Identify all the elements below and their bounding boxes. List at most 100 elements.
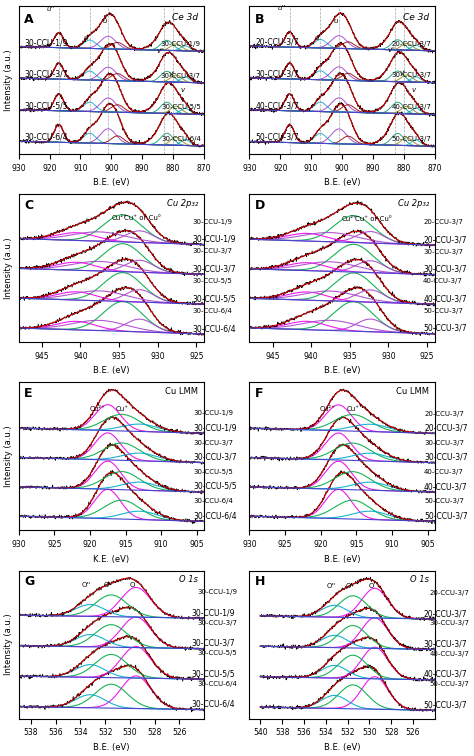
Text: Cu⁺: Cu⁺ (346, 407, 359, 413)
Text: 30-CCU-3/7: 30-CCU-3/7 (161, 73, 201, 79)
X-axis label: B.E. (eV): B.E. (eV) (324, 743, 360, 751)
Text: 20-CCU-3/7: 20-CCU-3/7 (424, 609, 467, 618)
Text: A: A (24, 14, 34, 26)
Text: Cu²⁺: Cu²⁺ (320, 407, 336, 413)
Text: O'': O'' (82, 581, 91, 587)
Text: 40-CCU-3/7: 40-CCU-3/7 (392, 104, 432, 110)
Text: Cu 2p₃₂: Cu 2p₃₂ (398, 199, 429, 208)
Text: Cu²⁺: Cu²⁺ (342, 215, 358, 222)
Text: 30-CCU-1/9: 30-CCU-1/9 (192, 218, 232, 225)
Text: 20-CCU-3/7: 20-CCU-3/7 (429, 590, 469, 596)
Text: 20-CCU-3/7: 20-CCU-3/7 (424, 423, 467, 432)
Text: 30-CCU-6/4: 30-CCU-6/4 (25, 132, 69, 141)
Text: u: u (334, 17, 338, 23)
Text: 30-CCU-6/4: 30-CCU-6/4 (193, 498, 233, 504)
Text: 30-CCU-5/5: 30-CCU-5/5 (161, 104, 201, 110)
Y-axis label: Intensity (a.u.): Intensity (a.u.) (4, 614, 13, 675)
Text: Cu⁺ or Cu⁰: Cu⁺ or Cu⁰ (124, 215, 161, 221)
Text: 40-CCU-3/7: 40-CCU-3/7 (423, 294, 467, 303)
Text: 20-CCU-3/7: 20-CCU-3/7 (255, 38, 299, 47)
Text: v'': v'' (388, 48, 395, 54)
Text: 30-CCU-3/7: 30-CCU-3/7 (424, 440, 464, 446)
Text: 30-CCU-1/9: 30-CCU-1/9 (193, 423, 237, 432)
Text: 20-CCU-3/7: 20-CCU-3/7 (423, 219, 463, 225)
Text: 30-CCU-1/9: 30-CCU-1/9 (192, 234, 236, 243)
Text: v: v (180, 88, 184, 93)
Text: v: v (411, 87, 415, 93)
Text: 30-CCU-6/4: 30-CCU-6/4 (198, 680, 237, 686)
Text: Cu LMM: Cu LMM (396, 387, 429, 396)
Text: v'': v'' (157, 48, 164, 54)
Text: 50-CCU-3/7: 50-CCU-3/7 (392, 136, 432, 142)
Text: 20-CCU-3/7: 20-CCU-3/7 (424, 411, 464, 417)
Text: 30-CCU-5/5: 30-CCU-5/5 (192, 294, 236, 303)
Text: Cu LMM: Cu LMM (165, 387, 199, 396)
Text: D: D (255, 199, 265, 212)
Text: 20-CCU-3/7: 20-CCU-3/7 (423, 235, 467, 244)
Text: H: H (255, 575, 265, 588)
X-axis label: K.E. (eV): K.E. (eV) (93, 555, 129, 564)
Text: 30-CCU-3/7: 30-CCU-3/7 (192, 249, 232, 254)
Text: u': u' (314, 35, 320, 41)
Text: 50-CCU-3/7: 50-CCU-3/7 (429, 681, 469, 687)
Text: 30-CCU-5/5: 30-CCU-5/5 (198, 650, 237, 656)
Text: 40-CCU-3/7: 40-CCU-3/7 (424, 469, 464, 476)
Text: 30-CCU-6/4: 30-CCU-6/4 (161, 136, 201, 141)
Text: 30-CCU-1/9: 30-CCU-1/9 (193, 411, 233, 417)
Text: 30-CCU-6/4: 30-CCU-6/4 (193, 511, 237, 520)
Text: Cu²⁺: Cu²⁺ (111, 215, 127, 221)
Text: 30-CCU-1/9: 30-CCU-1/9 (191, 608, 235, 617)
Text: 40-CCU-3/7: 40-CCU-3/7 (424, 482, 468, 491)
Text: u: u (103, 18, 108, 24)
Text: O 1s: O 1s (410, 575, 429, 584)
Text: O 1s: O 1s (180, 575, 199, 584)
Text: 30-CCU-5/5: 30-CCU-5/5 (193, 482, 237, 491)
Text: 30-CCU-3/7: 30-CCU-3/7 (198, 620, 238, 626)
Text: O: O (369, 583, 374, 589)
Text: 30-CCU-3/7: 30-CCU-3/7 (191, 639, 235, 648)
Text: O: O (130, 581, 135, 587)
X-axis label: B.E. (eV): B.E. (eV) (324, 178, 360, 187)
Y-axis label: Intensity (a.u.): Intensity (a.u.) (4, 426, 13, 487)
Text: 30-CCU-5/5: 30-CCU-5/5 (191, 669, 235, 678)
Text: 30-CCU-5/5: 30-CCU-5/5 (25, 101, 69, 110)
Text: 30-CCU-3/7: 30-CCU-3/7 (193, 453, 237, 462)
Text: Cu⁺: Cu⁺ (116, 406, 128, 412)
Text: B: B (255, 14, 264, 26)
Text: 40-CCU-3/7: 40-CCU-3/7 (429, 651, 469, 657)
Text: 50-CCU-3/7: 50-CCU-3/7 (424, 511, 468, 520)
Text: 30-CCU-3/7: 30-CCU-3/7 (423, 265, 467, 274)
Text: 30-CCU-3/7: 30-CCU-3/7 (423, 249, 463, 255)
Text: 30-CCU-3/7: 30-CCU-3/7 (424, 640, 467, 649)
Text: 50-CCU-3/7: 50-CCU-3/7 (424, 498, 464, 504)
Text: 30-CCU-5/5: 30-CCU-5/5 (192, 278, 232, 284)
Text: Ce 3d: Ce 3d (173, 14, 199, 23)
Text: 30-CCU-1/9: 30-CCU-1/9 (198, 589, 238, 595)
Text: 40-CCU-3/7: 40-CCU-3/7 (255, 101, 299, 110)
X-axis label: B.E. (eV): B.E. (eV) (93, 178, 129, 187)
Text: C: C (24, 199, 33, 212)
Text: 30-CCU-6/4: 30-CCU-6/4 (192, 324, 236, 333)
Text: v': v' (169, 70, 174, 76)
Text: 30-CCU-3/7: 30-CCU-3/7 (193, 440, 233, 446)
Y-axis label: Intensity (a.u.): Intensity (a.u.) (4, 49, 13, 110)
Text: u'': u'' (278, 5, 286, 11)
Text: u': u' (83, 35, 90, 41)
Text: 30-CCU-3/7: 30-CCU-3/7 (25, 70, 69, 79)
Text: v': v' (399, 70, 405, 76)
Text: F: F (255, 387, 264, 400)
X-axis label: B.E. (eV): B.E. (eV) (324, 367, 360, 376)
Text: 30-CCU-1/9: 30-CCU-1/9 (25, 38, 68, 47)
Text: 50-CCU-3/7: 50-CCU-3/7 (423, 324, 467, 333)
Text: 50-CCU-3/7: 50-CCU-3/7 (424, 700, 467, 709)
Y-axis label: Intensity (a.u.): Intensity (a.u.) (4, 237, 13, 299)
Text: 30-CCU-6/4: 30-CCU-6/4 (191, 699, 235, 708)
Text: O': O' (346, 583, 353, 589)
Text: 30-CCU-5/5: 30-CCU-5/5 (193, 469, 233, 475)
Text: Ce 3d: Ce 3d (403, 14, 429, 23)
X-axis label: B.E. (eV): B.E. (eV) (93, 367, 129, 376)
Text: O'': O'' (327, 583, 336, 589)
Text: E: E (24, 387, 33, 400)
Text: 30-CCU-3/7: 30-CCU-3/7 (424, 453, 468, 462)
Text: 30-CCU-3/7: 30-CCU-3/7 (392, 73, 432, 79)
